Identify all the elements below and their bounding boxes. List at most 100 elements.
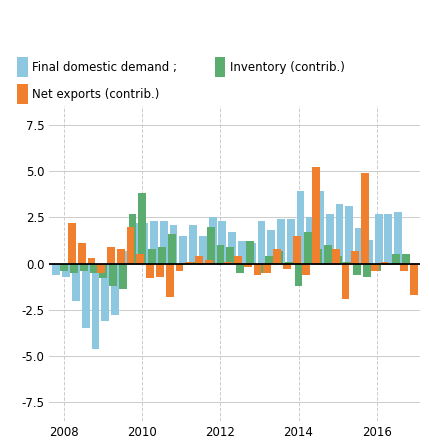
Bar	[70, 264, 78, 273]
Bar	[218, 221, 226, 264]
Bar	[217, 245, 224, 264]
Bar	[254, 264, 261, 275]
Bar	[246, 241, 254, 264]
Bar	[127, 226, 134, 264]
Bar	[226, 247, 234, 264]
Bar	[392, 254, 400, 264]
Bar	[266, 256, 273, 264]
Bar	[148, 249, 156, 264]
Bar	[90, 264, 97, 273]
Bar	[91, 264, 100, 349]
Bar	[381, 262, 388, 264]
Bar	[383, 264, 390, 265]
Bar	[334, 256, 341, 264]
Bar	[168, 234, 175, 264]
Bar	[111, 264, 119, 315]
Bar	[169, 225, 178, 264]
Bar	[257, 221, 266, 264]
Bar	[345, 206, 353, 264]
Bar	[166, 264, 174, 297]
Bar	[146, 264, 154, 278]
Bar	[17, 58, 28, 77]
Bar	[139, 193, 146, 264]
Bar	[400, 264, 408, 271]
Bar	[136, 254, 144, 264]
Bar	[275, 251, 283, 264]
Bar	[52, 264, 60, 275]
Bar	[130, 223, 139, 264]
Bar	[373, 264, 381, 271]
Bar	[273, 249, 281, 264]
Text: Inventory (contrib.): Inventory (contrib.)	[230, 61, 344, 74]
Bar	[107, 247, 115, 264]
Bar	[402, 254, 410, 264]
Bar	[228, 232, 236, 264]
Bar	[80, 264, 88, 271]
Bar	[384, 214, 392, 264]
Bar	[322, 264, 330, 265]
Bar	[244, 264, 252, 267]
Bar	[267, 230, 275, 264]
Bar	[179, 236, 187, 264]
Bar	[72, 264, 80, 301]
Bar	[189, 225, 197, 264]
Bar	[326, 214, 334, 264]
Bar	[375, 214, 383, 264]
Bar	[160, 221, 168, 264]
Bar	[214, 264, 222, 265]
Bar	[277, 219, 285, 264]
Bar	[324, 245, 332, 264]
Bar	[287, 219, 295, 264]
Bar	[82, 264, 90, 328]
Bar	[208, 218, 217, 264]
Bar	[62, 264, 70, 276]
Bar	[224, 262, 232, 264]
Text: US GDP GROWTH COMPONENTS: US GDP GROWTH COMPONENTS	[83, 28, 346, 43]
Bar	[316, 191, 324, 264]
Bar	[78, 243, 86, 264]
Bar	[248, 243, 256, 264]
Bar	[293, 236, 300, 264]
Bar	[140, 223, 148, 264]
Bar	[129, 214, 136, 264]
Bar	[109, 264, 117, 286]
Bar	[100, 264, 107, 278]
Bar	[60, 264, 68, 271]
Bar	[121, 251, 129, 264]
Bar	[187, 262, 195, 264]
Bar	[68, 223, 76, 264]
Bar	[361, 173, 369, 264]
Bar	[197, 264, 205, 265]
Text: Final domestic demand ;: Final domestic demand ;	[32, 61, 177, 74]
Bar	[207, 226, 214, 264]
Bar	[117, 249, 125, 264]
Bar	[394, 212, 402, 264]
Bar	[351, 251, 359, 264]
Bar	[88, 258, 95, 264]
Bar	[365, 240, 373, 264]
Bar	[314, 249, 322, 264]
Bar	[296, 191, 305, 264]
Bar	[178, 264, 185, 265]
Bar	[205, 260, 213, 264]
Bar	[199, 236, 207, 264]
Bar	[150, 221, 158, 264]
Bar	[158, 247, 166, 264]
Bar	[305, 232, 312, 264]
Bar	[97, 264, 105, 273]
Bar	[17, 85, 28, 104]
Bar	[238, 241, 246, 264]
Bar	[302, 264, 310, 275]
Bar	[371, 264, 379, 271]
Bar	[306, 218, 314, 264]
Bar	[410, 264, 418, 295]
Bar	[341, 264, 349, 299]
Bar	[283, 264, 291, 269]
Bar	[355, 229, 363, 264]
Bar	[263, 264, 271, 273]
Text: Net exports (contrib.): Net exports (contrib.)	[32, 88, 160, 101]
Bar	[101, 264, 109, 321]
Bar	[344, 262, 351, 264]
Bar	[363, 264, 371, 276]
Bar	[390, 264, 398, 265]
